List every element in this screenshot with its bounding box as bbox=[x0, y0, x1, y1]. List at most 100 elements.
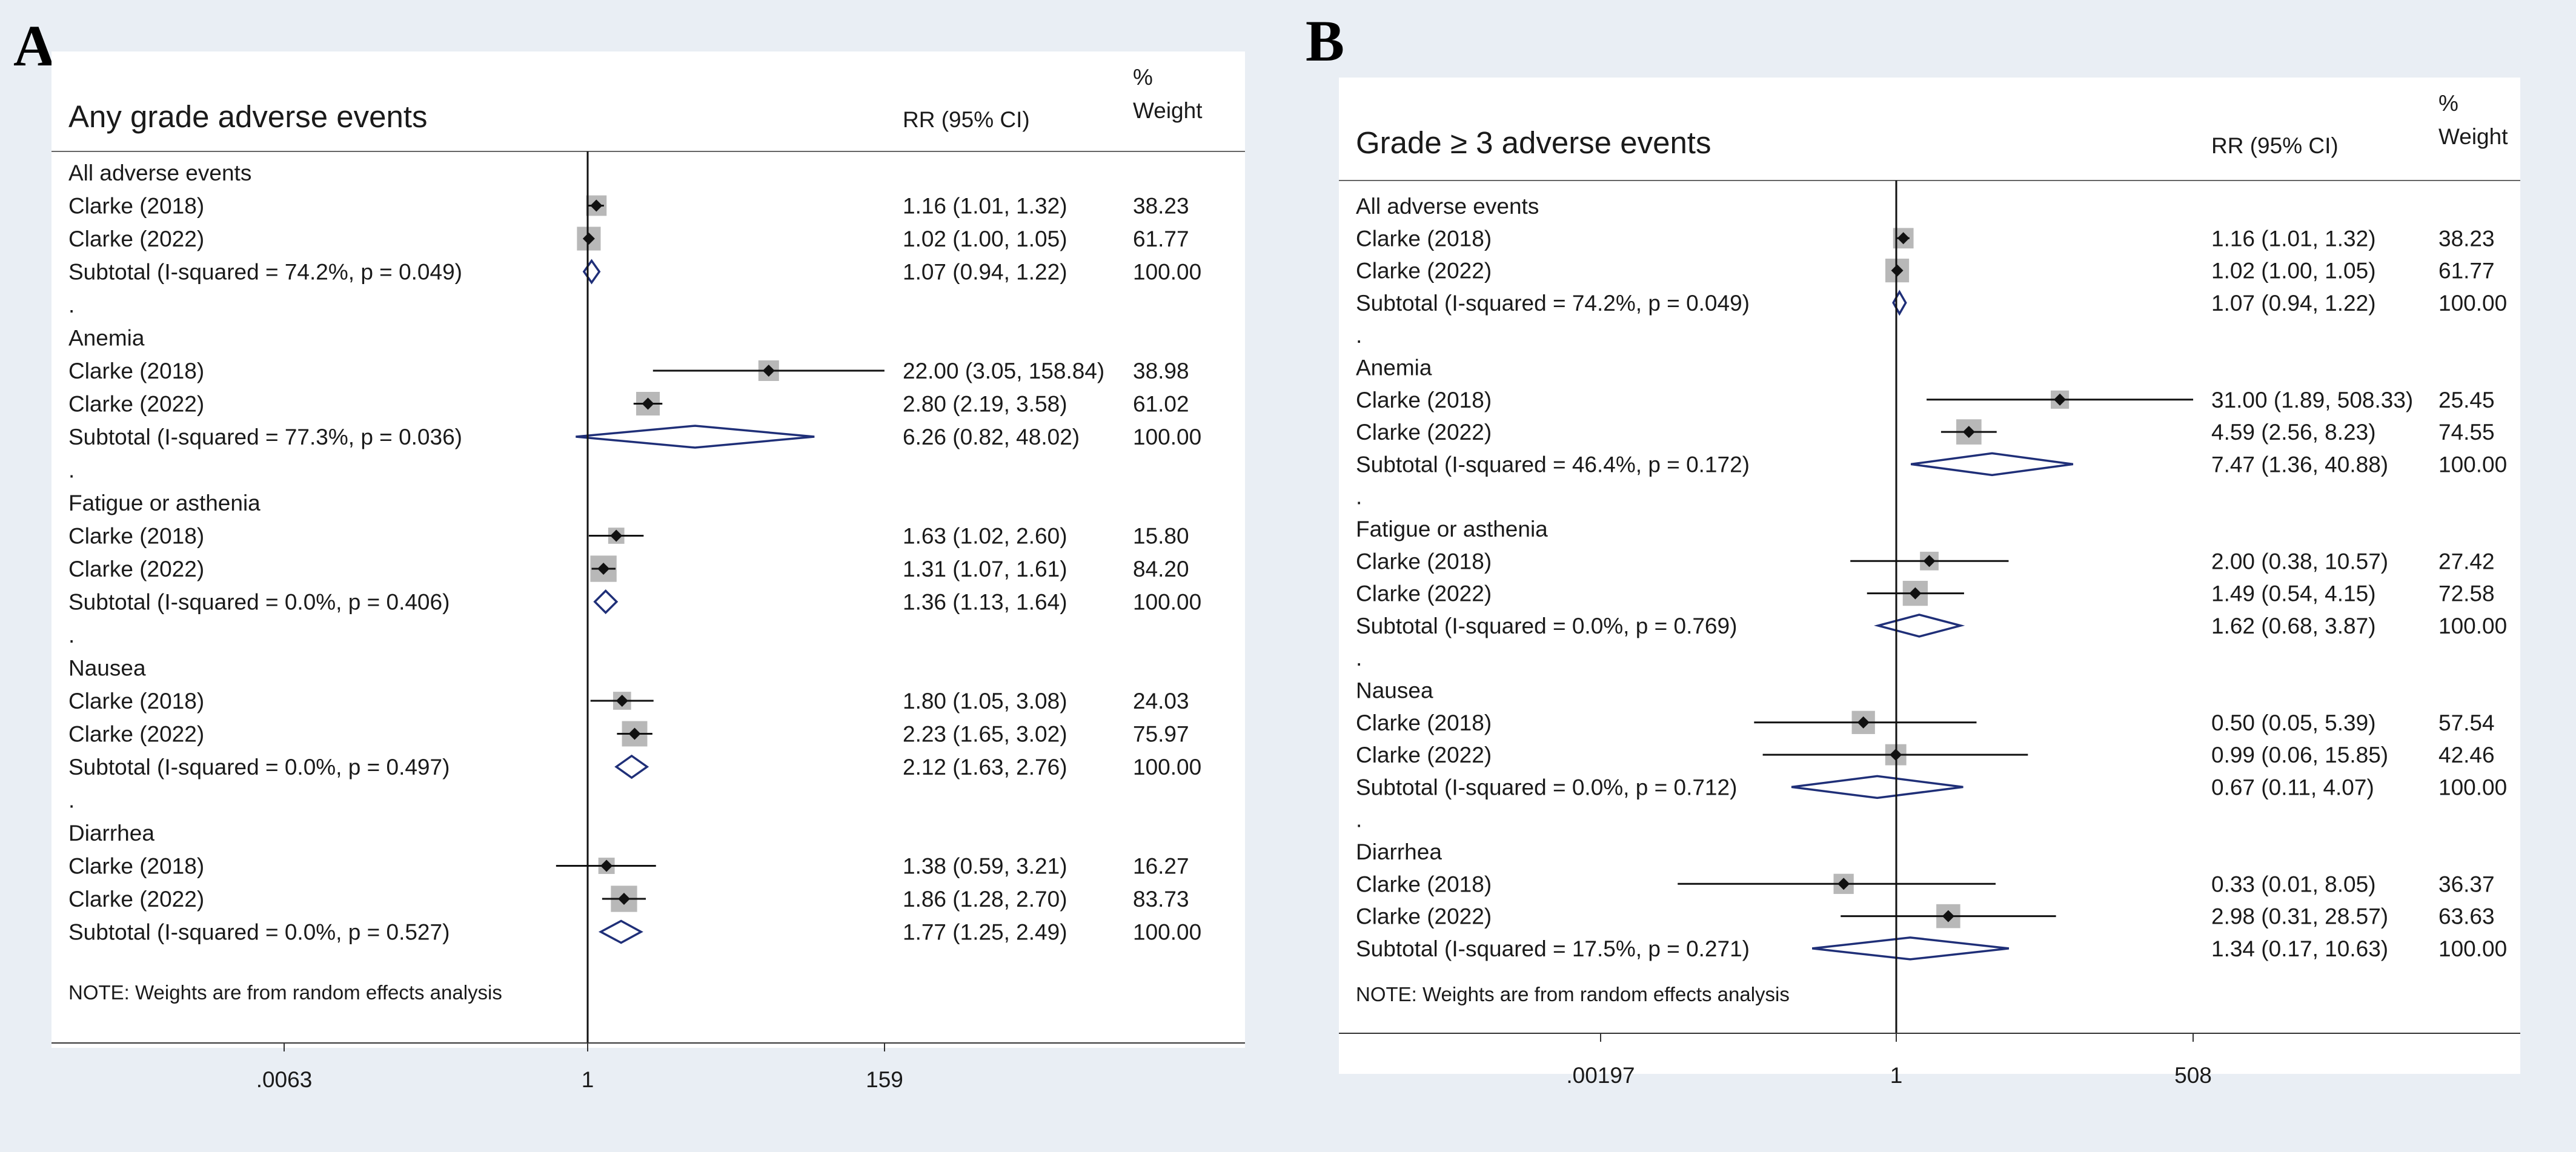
panel-a-subtotal-diamond-23 bbox=[598, 919, 643, 944]
panel-a-row-ci-21: 1.38 (0.59, 3.21) bbox=[903, 854, 1067, 879]
panel-b-row-ci-3: 1.07 (0.94, 1.22) bbox=[2211, 291, 2376, 316]
panel-a-row-weight-11: 15.80 bbox=[1133, 524, 1189, 549]
panel-b-col-weight-header: Weight bbox=[2438, 124, 2508, 149]
panel-a-row-weight-8: 100.00 bbox=[1133, 425, 1201, 449]
panel-a-row-weight-2: 61.77 bbox=[1133, 227, 1189, 251]
panel-a-row-label-16: Clarke (2018) bbox=[68, 689, 204, 713]
panel-b-subtotal-diamond-3 bbox=[1892, 290, 1907, 316]
panel-a-row-weight-6: 38.98 bbox=[1133, 359, 1189, 383]
panel-a-row-label-15: Nausea bbox=[68, 656, 146, 681]
panel-a-row-weight-18: 100.00 bbox=[1133, 755, 1201, 780]
panel-b-x-tick-label-2: 508 bbox=[2174, 1063, 2212, 1088]
panel-a-row-ci-13: 1.36 (1.13, 1.64) bbox=[903, 590, 1067, 615]
panel-b-row-label-17: Clarke (2022) bbox=[1356, 743, 1492, 767]
panel-b-row-weight-18: 100.00 bbox=[2438, 775, 2507, 799]
panel-a-row-label-21: Clarke (2018) bbox=[68, 854, 204, 879]
panel-a-row-label-3: Subtotal (I-squared = 74.2%, p = 0.049) bbox=[68, 260, 462, 285]
panel-a-row-label-10: Fatigue or asthenia bbox=[68, 491, 261, 515]
panel-a-row-ci-7: 2.80 (2.19, 3.58) bbox=[903, 392, 1067, 417]
panel-b-row-weight-22: 63.63 bbox=[2438, 904, 2495, 929]
panel-b-row-ci-22: 2.98 (0.31, 28.57) bbox=[2211, 904, 2388, 929]
panel-b-point-estimate-6 bbox=[2054, 393, 2066, 406]
panel-b-col-rr-header: RR (95% CI) bbox=[2211, 133, 2339, 158]
panel-b-row-label-2: Clarke (2022) bbox=[1356, 259, 1492, 283]
panel-b-row-label-3: Subtotal (I-squared = 74.2%, p = 0.049) bbox=[1356, 291, 1750, 316]
panel-a-row-ci-3: 1.07 (0.94, 1.22) bbox=[903, 260, 1067, 285]
panel-b-row-weight-13: 100.00 bbox=[2438, 614, 2507, 638]
panel-b-row-label-18: Subtotal (I-squared = 0.0%, p = 0.712) bbox=[1356, 775, 1737, 799]
panel-b-row-ci-12: 1.49 (0.54, 4.15) bbox=[2211, 581, 2376, 606]
panel-b-row-weight-3: 100.00 bbox=[2438, 291, 2507, 316]
panel-b-subtotal-diamond-18 bbox=[1791, 775, 1964, 799]
panel-a-title: Any grade adverse events bbox=[68, 99, 428, 134]
panel-a-point-estimate-2 bbox=[582, 233, 595, 245]
panel-b-row-ci-6: 31.00 (1.89, 508.33) bbox=[2211, 388, 2413, 412]
forest-plot-b-svg: Grade ≥ 3 adverse events RR (95% CI)% Weig… bbox=[1339, 91, 2520, 1088]
panel-a-row-ci-23: 1.77 (1.25, 2.49) bbox=[903, 920, 1067, 945]
panel-letter-b: B bbox=[1306, 8, 1345, 73]
panel-b-point-estimate-22 bbox=[1942, 910, 1954, 922]
panel-b-col-weight-pct: % bbox=[2438, 91, 2458, 116]
panel-b-row-ci-23: 1.34 (0.17, 10.63) bbox=[2211, 936, 2388, 961]
panel-b-point-estimate-2 bbox=[1891, 264, 1904, 277]
panel-b-point-estimate-1 bbox=[1897, 232, 1910, 245]
panel-a-row-label-0: All adverse events bbox=[68, 161, 251, 185]
panel-a-point-estimate-17 bbox=[628, 727, 641, 740]
panel-b-row-ci-7: 4.59 (2.56, 8.23) bbox=[2211, 420, 2376, 445]
panel-a-x-tick-label-2: 159 bbox=[866, 1067, 903, 1092]
forest-panel-a: Any grade adverse events RR (95% CI)% Weig… bbox=[51, 51, 1245, 1092]
panel-a-col-weight-header: Weight bbox=[1133, 98, 1203, 123]
panel-b-row-label-6: Clarke (2018) bbox=[1356, 388, 1492, 412]
panel-a-x-tick-label-1: 1 bbox=[582, 1067, 594, 1092]
panel-b-note: NOTE: Weights are from random effects an… bbox=[1356, 983, 1790, 1005]
panel-a-row-weight-22: 83.73 bbox=[1133, 887, 1189, 912]
panel-b-row-label-4: . bbox=[1356, 323, 1362, 348]
panel-a-row-ci-18: 2.12 (1.63, 2.76) bbox=[903, 755, 1067, 780]
panel-a-row-weight-16: 24.03 bbox=[1133, 689, 1189, 713]
panel-b-point-estimate-21 bbox=[1837, 878, 1850, 890]
panel-a-row-label-18: Subtotal (I-squared = 0.0%, p = 0.497) bbox=[68, 755, 450, 780]
panel-b-x-tick-label-1: 1 bbox=[1890, 1063, 1903, 1088]
panel-b-row-label-5: Anemia bbox=[1356, 356, 1432, 380]
panel-a-row-weight-7: 61.02 bbox=[1133, 392, 1189, 417]
panel-a-row-ci-2: 1.02 (1.00, 1.05) bbox=[903, 227, 1067, 251]
panel-letter-a: A bbox=[13, 13, 56, 78]
panel-a-row-weight-23: 100.00 bbox=[1133, 920, 1201, 945]
panel-b-row-label-13: Subtotal (I-squared = 0.0%, p = 0.769) bbox=[1356, 614, 1737, 638]
panel-b-row-label-15: Nausea bbox=[1356, 678, 1433, 703]
panel-a-row-label-2: Clarke (2022) bbox=[68, 227, 204, 251]
panel-a-row-label-19: . bbox=[68, 788, 75, 813]
panel-b-row-label-14: . bbox=[1356, 646, 1362, 670]
panel-a-row-label-20: Diarrhea bbox=[68, 821, 154, 846]
forest-plot-a-svg: Any grade adverse events RR (95% CI)% Weig… bbox=[51, 65, 1245, 1092]
panel-a-row-label-17: Clarke (2022) bbox=[68, 722, 204, 747]
panel-b-row-ci-2: 1.02 (1.00, 1.05) bbox=[2211, 259, 2376, 283]
panel-b-row-weight-1: 38.23 bbox=[2438, 226, 2495, 251]
panel-b-row-ci-1: 1.16 (1.01, 1.32) bbox=[2211, 226, 2376, 251]
panel-b-row-label-21: Clarke (2018) bbox=[1356, 872, 1492, 896]
panel-b-row-ci-17: 0.99 (0.06, 15.85) bbox=[2211, 743, 2388, 767]
panel-b-row-label-16: Clarke (2018) bbox=[1356, 710, 1492, 735]
panel-b-row-label-19: . bbox=[1356, 807, 1362, 832]
panel-b-point-estimate-12 bbox=[1909, 587, 1922, 600]
panel-a-row-ci-16: 1.80 (1.05, 3.08) bbox=[903, 689, 1067, 713]
panel-b-row-weight-21: 36.37 bbox=[2438, 872, 2495, 896]
panel-b-row-label-20: Diarrhea bbox=[1356, 839, 1442, 864]
panel-b-point-estimate-11 bbox=[1923, 555, 1936, 568]
panel-a-point-estimate-11 bbox=[610, 529, 623, 542]
panel-b-row-weight-8: 100.00 bbox=[2438, 452, 2507, 477]
panel-a-point-estimate-21 bbox=[600, 859, 613, 872]
panel-b-row-ci-18: 0.67 (0.11, 4.07) bbox=[2211, 775, 2374, 799]
panel-a-row-ci-17: 2.23 (1.65, 3.02) bbox=[903, 722, 1067, 747]
panel-b-row-weight-11: 27.42 bbox=[2438, 549, 2495, 574]
panel-a-col-rr-header: RR (95% CI) bbox=[903, 107, 1030, 132]
panel-b-row-ci-13: 1.62 (0.68, 3.87) bbox=[2211, 614, 2376, 638]
panel-b-row-label-12: Clarke (2022) bbox=[1356, 581, 1492, 606]
panel-a-row-ci-12: 1.31 (1.07, 1.61) bbox=[903, 557, 1067, 581]
panel-a-row-ci-22: 1.86 (1.28, 2.70) bbox=[903, 887, 1067, 912]
panel-a-row-label-13: Subtotal (I-squared = 0.0%, p = 0.406) bbox=[68, 590, 450, 615]
panel-a-row-weight-12: 84.20 bbox=[1133, 557, 1189, 581]
panel-b-row-ci-16: 0.50 (0.05, 5.39) bbox=[2211, 710, 2376, 735]
panel-a-row-weight-13: 100.00 bbox=[1133, 590, 1201, 615]
panel-a-row-ci-11: 1.63 (1.02, 2.60) bbox=[903, 524, 1067, 549]
